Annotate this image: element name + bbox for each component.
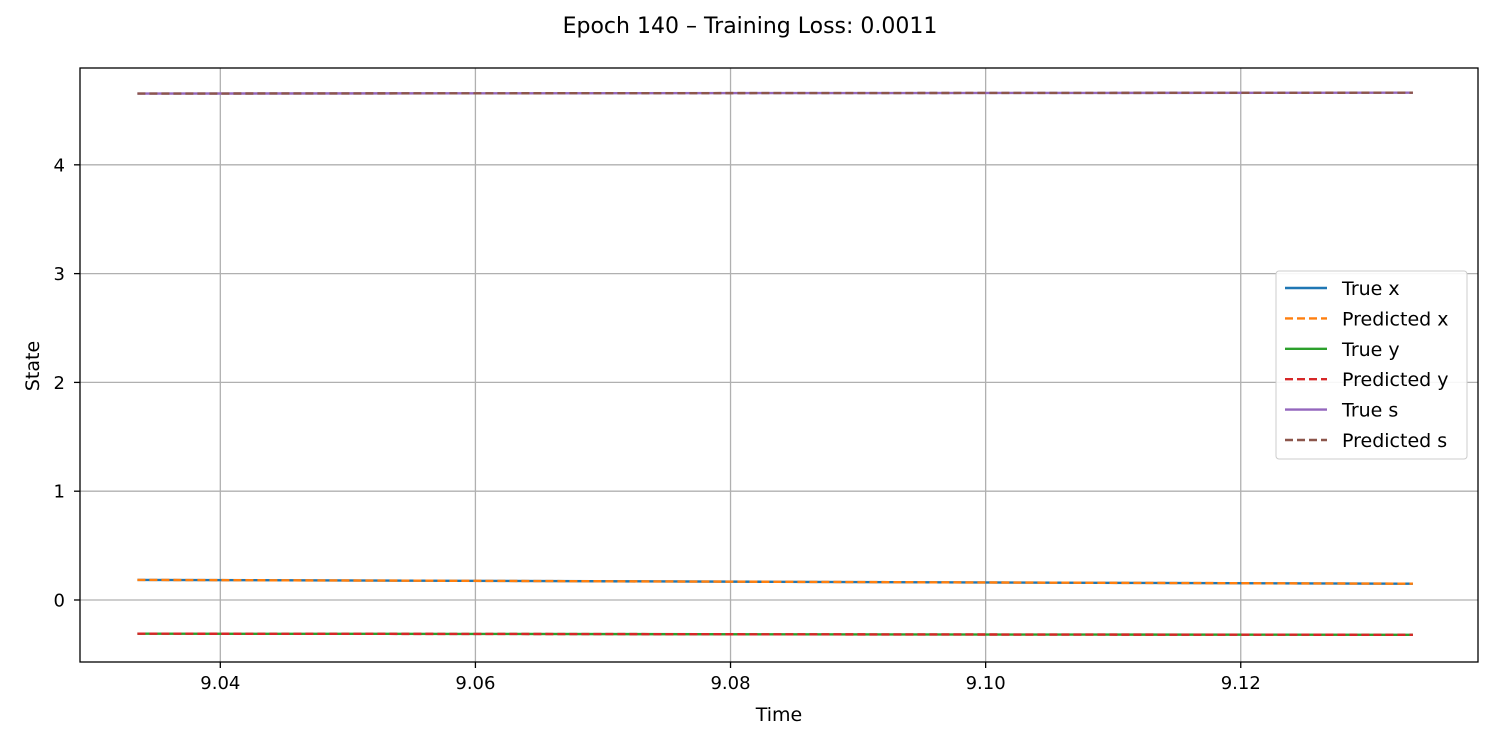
y-axis-label: State bbox=[22, 341, 44, 391]
x-tick-label: 9.10 bbox=[966, 673, 1006, 694]
x-tick-label: 9.08 bbox=[710, 673, 750, 694]
y-tick-label: 4 bbox=[54, 155, 65, 176]
y-tick-label: 2 bbox=[54, 373, 65, 394]
legend-label: Predicted x bbox=[1342, 308, 1448, 330]
plot-frame bbox=[79, 67, 1479, 663]
series-line bbox=[137, 632, 1413, 636]
series-lines bbox=[137, 91, 1413, 636]
legend: True x Predicted x True y Predicted y True s… bbox=[1275, 270, 1468, 460]
y-tick-label: 1 bbox=[54, 482, 65, 503]
x-axis-label: Time bbox=[755, 704, 803, 726]
legend-label: True s bbox=[1341, 400, 1398, 422]
legend-label: Predicted y bbox=[1342, 369, 1448, 391]
legend-label: Predicted s bbox=[1342, 430, 1447, 452]
legend-label: True y bbox=[1341, 339, 1400, 361]
ticks: 9.04 9.06 9.08 9.10 9.12 0 1 2 3 4 bbox=[54, 155, 1261, 694]
legend-label: True x bbox=[1341, 278, 1400, 300]
series-line bbox=[137, 578, 1413, 585]
x-tick-label: 9.04 bbox=[200, 673, 240, 694]
y-tick-label: 3 bbox=[54, 264, 65, 285]
grid bbox=[80, 68, 1478, 662]
chart-title: Epoch 140 – Training Loss: 0.0011 bbox=[563, 14, 938, 39]
x-tick-label: 9.06 bbox=[455, 673, 495, 694]
x-tick-label: 9.12 bbox=[1221, 673, 1261, 694]
y-tick-label: 0 bbox=[54, 590, 65, 611]
series-line bbox=[137, 91, 1413, 95]
